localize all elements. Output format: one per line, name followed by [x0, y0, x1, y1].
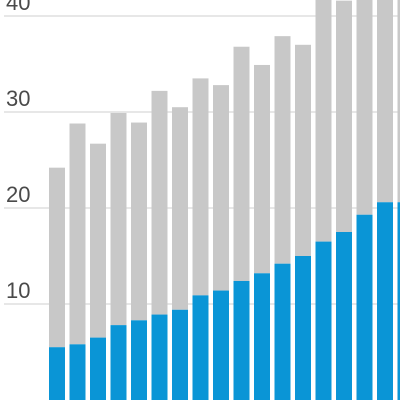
- bar-series-1-16: [356, 0, 373, 215]
- bar-series-0-18: [397, 202, 400, 400]
- bar-series-0-11: [254, 273, 270, 400]
- bar-series-1-14: [315, 0, 332, 242]
- bars-layer: [49, 0, 400, 400]
- bar-series-0-17: [377, 202, 393, 400]
- bar-series-1-8: [192, 78, 209, 296]
- bar-series-1-10: [233, 46, 250, 281]
- bar-series-0-10: [233, 280, 250, 400]
- bar-series-0-7: [172, 309, 188, 400]
- bar-series-0-2: [69, 344, 86, 400]
- bar-series-1-18: [397, 0, 400, 203]
- y-tick-label-30: 30: [6, 86, 30, 111]
- bar-series-0-5: [131, 320, 147, 400]
- bar-series-1-6: [151, 90, 168, 315]
- bar-series-0-1: [49, 347, 65, 400]
- bar-series-1-9: [213, 85, 229, 291]
- bar-series-1-4: [110, 112, 127, 326]
- bar-series-1-13: [295, 44, 311, 256]
- bar-series-0-8: [192, 295, 209, 400]
- bar-series-1-2: [69, 123, 86, 345]
- bar-series-0-3: [90, 337, 106, 400]
- bar-series-0-9: [213, 290, 229, 400]
- bar-series-1-15: [336, 0, 352, 233]
- bar-series-1-11: [254, 64, 270, 274]
- bar-series-1-17: [377, 0, 393, 203]
- bar-series-0-14: [315, 241, 332, 400]
- y-tick-label-40: 40: [6, 0, 30, 15]
- bar-series-0-4: [110, 325, 127, 400]
- y-axis-labels: 10 20 30 40: [6, 0, 30, 303]
- bar-series-1-3: [90, 143, 106, 338]
- bar-series-1-5: [131, 122, 147, 321]
- bar-series-1-1: [49, 167, 65, 348]
- bar-series-1-12: [274, 36, 291, 264]
- bar-series-0-16: [356, 214, 373, 400]
- bar-series-1-7: [172, 107, 188, 310]
- bar-series-0-12: [274, 263, 291, 400]
- y-tick-label-20: 20: [6, 182, 30, 207]
- bar-series-0-13: [295, 256, 311, 400]
- bar-series-0-6: [151, 314, 168, 400]
- bar-series-0-15: [336, 232, 352, 400]
- y-tick-label-10: 10: [6, 278, 30, 303]
